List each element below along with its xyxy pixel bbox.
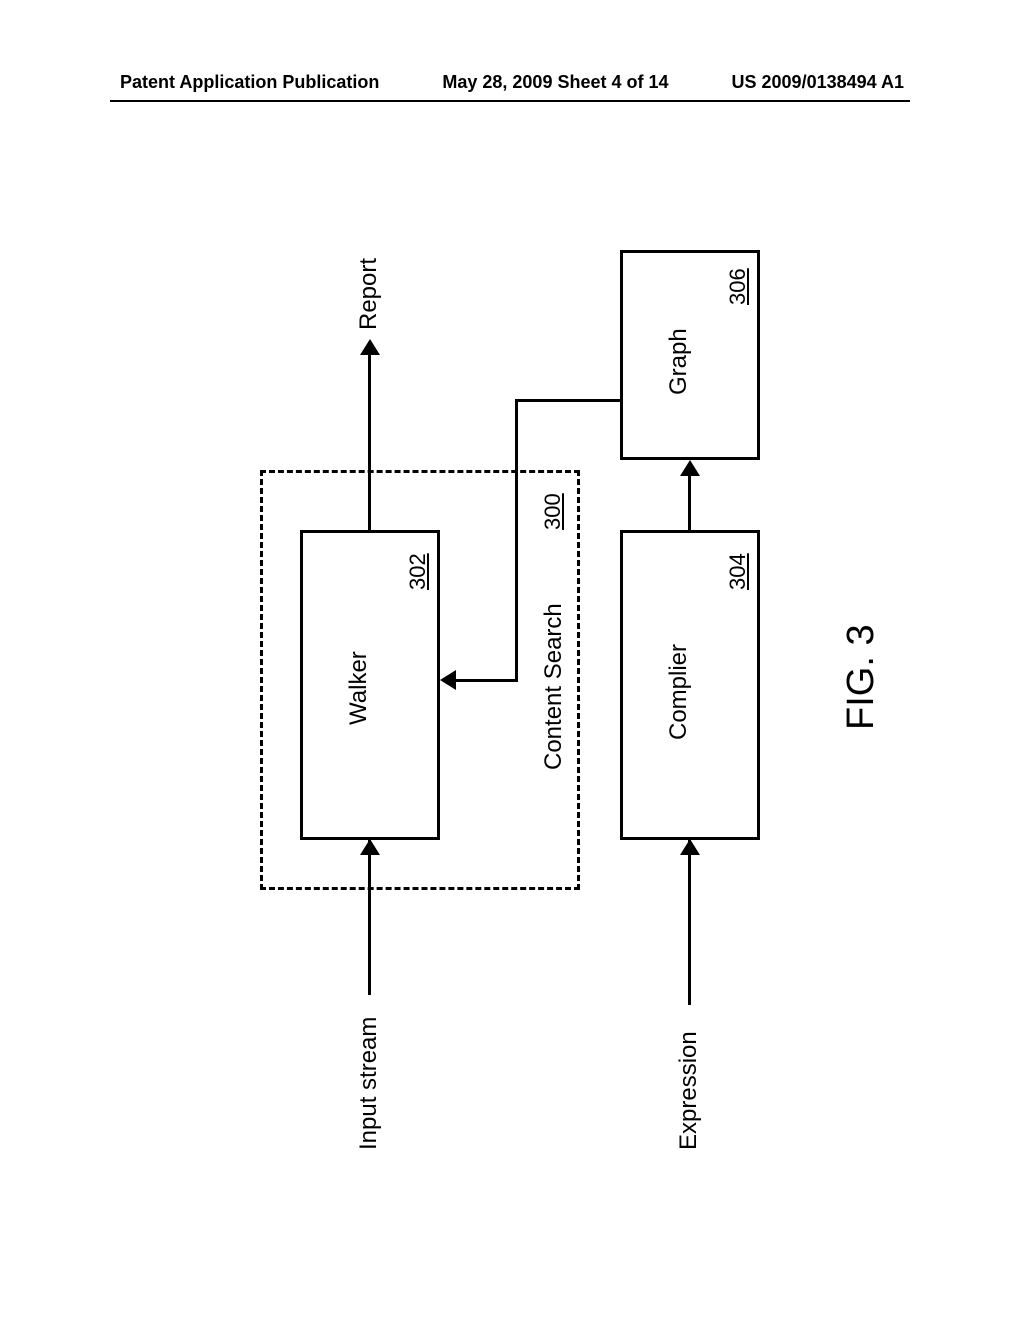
graph-label: Graph (665, 328, 693, 395)
arrow-graph-walker-v2 (455, 679, 518, 682)
header-left: Patent Application Publication (120, 72, 379, 93)
header-right: US 2009/0138494 A1 (732, 72, 904, 93)
arrow-input-walker (368, 840, 371, 995)
expression-label: Expression (675, 1031, 703, 1150)
arrow-expression-compiler (688, 840, 691, 1005)
arrow-graph-walker-v1 (515, 399, 620, 402)
header-center: May 28, 2009 Sheet 4 of 14 (442, 72, 668, 93)
content-search-ref: 300 (540, 493, 566, 530)
arrow-input-walker-head (360, 839, 380, 855)
arrow-compiler-graph (688, 475, 691, 530)
header-divider (110, 100, 910, 102)
arrow-walker-report-head (360, 339, 380, 355)
page-header: Patent Application Publication May 28, 2… (0, 72, 1024, 93)
arrow-expression-compiler-head (680, 839, 700, 855)
arrow-compiler-graph-head (680, 460, 700, 476)
compiler-ref: 304 (725, 553, 751, 590)
walker-ref: 302 (405, 553, 431, 590)
arrow-graph-walker-head (440, 670, 456, 690)
input-stream-label: Input stream (355, 1017, 383, 1150)
arrow-graph-walker-h (515, 399, 518, 682)
graph-ref: 306 (725, 268, 751, 305)
content-search-label: Content Search (540, 603, 568, 770)
compiler-label: Complier (665, 644, 693, 740)
diagram: Content Search 300 Walker 302 Complier 3… (10, 280, 1010, 1020)
figure-label: FIG. 3 (840, 624, 883, 730)
arrow-walker-report (368, 350, 371, 530)
walker-label: Walker (345, 651, 373, 725)
report-label: Report (355, 258, 383, 330)
